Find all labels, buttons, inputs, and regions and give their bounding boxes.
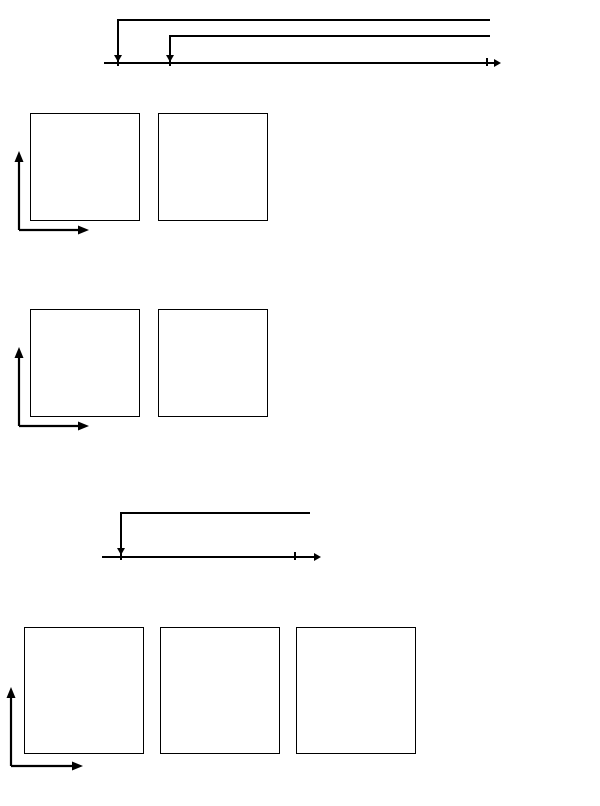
tick-day8 xyxy=(294,552,296,560)
flow-plot-h-rpmi-lac xyxy=(296,627,416,754)
day2-connector xyxy=(169,35,171,56)
flow-density-plot xyxy=(31,310,139,416)
timeline xyxy=(104,62,494,64)
flow-density-plot xyxy=(297,628,415,753)
flow-plot-d-rpmi-lac xyxy=(158,309,268,417)
axis-arrows xyxy=(14,347,89,431)
flow-plot-d-rpmi xyxy=(30,309,140,417)
pbmc-tcf1-cxcr3-chart xyxy=(444,604,600,806)
axis-arrows xyxy=(14,151,89,235)
timeline xyxy=(102,556,314,558)
person-icon xyxy=(22,494,68,548)
tcf1-cxcr3-percent-chart xyxy=(286,96,438,296)
day0-connector xyxy=(117,19,119,56)
day0-connector xyxy=(120,512,122,549)
flow-density-plot xyxy=(159,114,267,220)
treatment-span-line xyxy=(118,19,490,21)
gene-expression-chart xyxy=(428,287,600,609)
flow-plot-h-day0 xyxy=(24,627,144,754)
tcf1-cxcr3-cellnumber-chart xyxy=(444,96,600,296)
tick-day2 xyxy=(169,58,171,66)
timeline-arrow-icon xyxy=(314,552,321,561)
flow-density-plot xyxy=(159,310,267,416)
flow-density-plot xyxy=(161,628,279,753)
tick-day0 xyxy=(120,552,122,560)
flow-density-plot xyxy=(31,114,139,220)
flow-plot-h-rpmi xyxy=(160,627,280,754)
axis-arrows xyxy=(6,687,83,771)
stim-span-line xyxy=(170,35,490,37)
flow-density-plot xyxy=(25,628,143,753)
apoptotic-percent-chart xyxy=(286,286,432,496)
treatment-span-line xyxy=(120,512,310,514)
tick-day8 xyxy=(486,58,488,66)
timeline-arrow-icon xyxy=(494,58,501,67)
day0-arrow-icon xyxy=(116,548,125,555)
flow-plot-b-rpmi-lac xyxy=(158,113,268,221)
tick-day0 xyxy=(117,58,119,66)
flow-plot-b-rpmi xyxy=(30,113,140,221)
